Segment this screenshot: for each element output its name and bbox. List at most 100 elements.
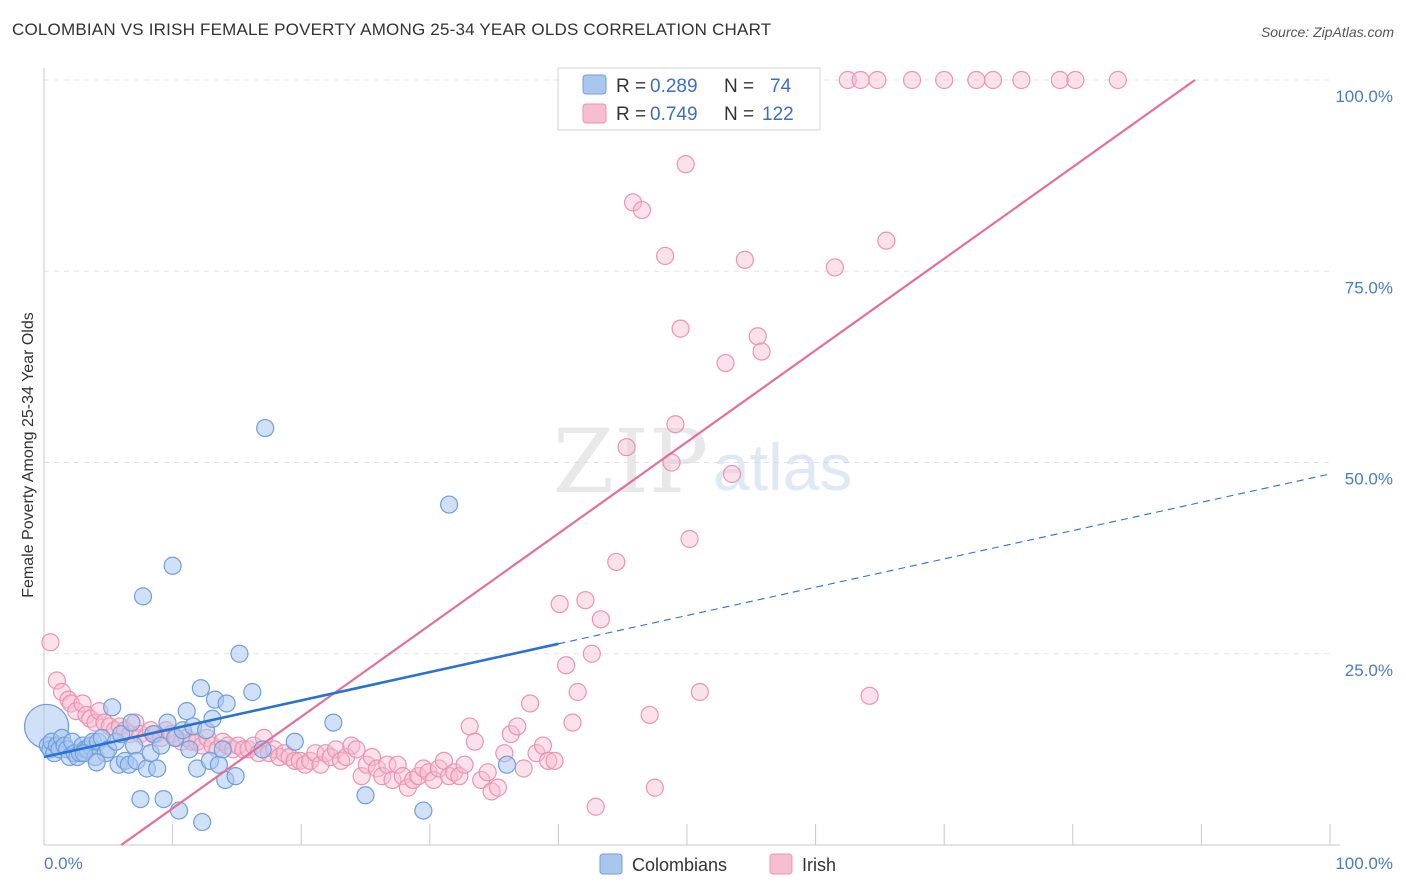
legend-r-value-colombians: 0.289 bbox=[650, 76, 698, 97]
legend-r-value-irish: 0.749 bbox=[650, 104, 698, 125]
irish-point bbox=[735, 250, 754, 269]
irish-point bbox=[877, 231, 896, 250]
colombian-point bbox=[151, 736, 171, 755]
irish-point bbox=[617, 438, 636, 457]
irish-point bbox=[478, 763, 497, 782]
x-tick-label: 0.0% bbox=[44, 854, 83, 873]
irish-point bbox=[607, 552, 626, 572]
colombian-point bbox=[87, 753, 106, 772]
irish-point bbox=[860, 686, 879, 705]
irish-point bbox=[671, 319, 690, 338]
y-tick-label: 50.0% bbox=[1345, 470, 1393, 489]
irish-point bbox=[752, 342, 771, 361]
colombians-series bbox=[23, 418, 517, 832]
irish-point bbox=[455, 755, 474, 774]
irish-point bbox=[450, 767, 469, 786]
colombian-point bbox=[497, 755, 517, 774]
irish-point bbox=[352, 767, 371, 786]
irish-point bbox=[347, 740, 366, 759]
legend-n-value-irish: 122 bbox=[762, 104, 794, 125]
irish-point bbox=[514, 759, 533, 778]
irish-point bbox=[851, 70, 870, 90]
x-tick-label: 100.0% bbox=[1335, 854, 1393, 873]
grid bbox=[44, 79, 1330, 655]
irish-point bbox=[680, 529, 699, 549]
chart-title: COLOMBIAN VS IRISH FEMALE POVERTY AMONG … bbox=[12, 20, 772, 39]
irish-point bbox=[825, 258, 844, 277]
colombian-point bbox=[256, 418, 275, 438]
irish-point bbox=[460, 717, 479, 736]
irish-point bbox=[306, 744, 325, 763]
irish-point bbox=[656, 246, 675, 266]
trend-lines bbox=[43, 79, 1331, 846]
irish-point bbox=[533, 736, 553, 755]
irish-point bbox=[557, 656, 576, 675]
irish-point bbox=[73, 694, 92, 713]
colombian-point bbox=[122, 713, 141, 732]
irish-point bbox=[563, 713, 582, 732]
irish-point bbox=[550, 594, 569, 614]
colombian-point bbox=[414, 801, 433, 820]
colombian-point bbox=[285, 732, 304, 751]
legend: R = 0.289 N = 74 R = 0.749 N = 122 bbox=[557, 67, 821, 131]
y-tick-label: 75.0% bbox=[1345, 278, 1393, 297]
irish-trend-line bbox=[120, 79, 1196, 846]
irish-point bbox=[373, 767, 392, 786]
y-axis-label: Female Poverty Among 25-34 Year Olds bbox=[20, 312, 37, 598]
legend-n-label-irish: N = bbox=[724, 104, 754, 125]
irish-point bbox=[568, 682, 587, 702]
watermark: ZIP atlas bbox=[553, 410, 852, 513]
irish-point bbox=[393, 767, 412, 786]
colombian-point bbox=[133, 587, 153, 606]
colombian-point bbox=[439, 495, 459, 514]
source-label: Source: ZipAtlas.com bbox=[1260, 24, 1394, 40]
irish-point bbox=[640, 705, 659, 725]
irish-point bbox=[521, 694, 540, 713]
y-tick-label: 100.0% bbox=[1335, 87, 1393, 106]
irish-point bbox=[1012, 70, 1031, 90]
irish-point bbox=[47, 671, 66, 690]
legend-n-label-colombians: N = bbox=[724, 76, 754, 97]
irish-point bbox=[285, 751, 304, 770]
irish-point bbox=[576, 591, 595, 610]
irish-point bbox=[1108, 70, 1127, 90]
irish-point bbox=[1050, 70, 1070, 90]
bottom-legend-swatch-colombians bbox=[599, 853, 623, 875]
irish-point bbox=[326, 740, 346, 759]
irish-point bbox=[632, 200, 652, 220]
irish-point bbox=[539, 751, 558, 770]
bottom-legend: Colombians Irish bbox=[599, 853, 836, 875]
irish-point bbox=[311, 755, 330, 774]
irish-point bbox=[41, 633, 60, 652]
y-tick-labels: 25.0% 50.0% 75.0% 100.0% bbox=[1335, 87, 1393, 680]
watermark-zip: ZIP bbox=[553, 410, 708, 513]
irish-point bbox=[902, 70, 922, 90]
bottom-legend-label-colombians: Colombians bbox=[632, 855, 727, 875]
irish-point bbox=[690, 682, 709, 702]
irish-point bbox=[388, 755, 407, 774]
irish-point bbox=[967, 70, 986, 90]
irish-series bbox=[41, 70, 1127, 816]
colombian-point bbox=[163, 556, 182, 575]
irish-point bbox=[488, 778, 508, 797]
legend-n-value-colombians: 74 bbox=[770, 76, 792, 97]
legend-swatch-irish bbox=[582, 103, 607, 124]
y-tick-label: 25.0% bbox=[1345, 661, 1393, 680]
legend-r-label-colombians: R = bbox=[616, 76, 646, 97]
irish-point bbox=[586, 797, 605, 816]
legend-r-label-irish: R = bbox=[616, 104, 646, 125]
legend-swatch-colombians bbox=[582, 74, 607, 95]
colombian-point bbox=[193, 812, 212, 832]
irish-point bbox=[545, 751, 564, 770]
irish-point bbox=[748, 327, 767, 346]
irish-point bbox=[362, 747, 382, 767]
colombian-point bbox=[213, 740, 232, 759]
irish-point bbox=[838, 70, 857, 90]
bottom-legend-swatch-irish bbox=[769, 853, 793, 875]
irish-point bbox=[645, 778, 664, 797]
colombian-point bbox=[131, 789, 150, 809]
colombians-trend-line bbox=[43, 642, 559, 759]
irish-point bbox=[676, 155, 695, 174]
colombian-point bbox=[177, 702, 196, 721]
colombian-point bbox=[230, 644, 249, 663]
